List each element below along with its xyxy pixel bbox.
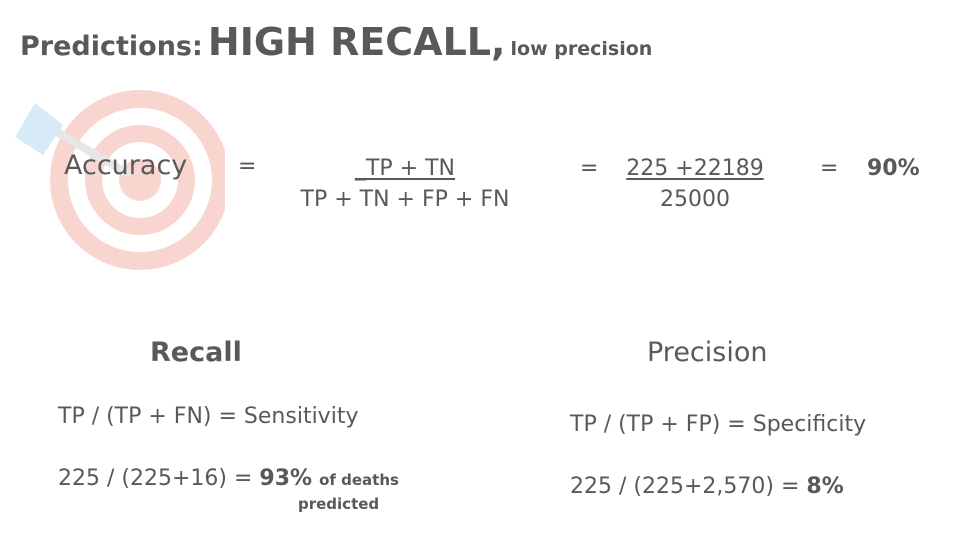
accuracy-result: 90%: [867, 156, 920, 181]
target-with-arrow-icon: [15, 90, 225, 270]
accuracy-equals-2: =: [580, 156, 599, 181]
accuracy-numerator: _TP + TN: [354, 156, 456, 181]
accuracy-value-fraction: 225 +22189 25000: [620, 156, 770, 212]
recall-calc-line: 225 / (225+16) = 93% of deaths: [58, 466, 399, 491]
precision-calc-line: 225 / (225+2,570) = 8%: [570, 474, 844, 499]
accuracy-label: Accuracy: [64, 150, 188, 181]
accuracy-denominator: TP + TN + FP + FN: [300, 187, 510, 212]
recall-calc: 225 / (225+16) =: [58, 466, 253, 491]
recall-result: 93%: [259, 466, 313, 491]
precision-formula: TP / (TP + FP) = Specificity: [570, 412, 867, 437]
title-suffix: low precision: [510, 38, 653, 60]
accuracy-fraction: _TP + TN TP + TN + FP + FN: [290, 156, 520, 212]
page-title: Predictions: HIGH RECALL, low precision: [20, 20, 652, 64]
accuracy-equals-3: =: [820, 156, 839, 181]
precision-calc: 225 / (225+2,570) =: [570, 474, 800, 499]
title-main: HIGH RECALL,: [207, 20, 506, 64]
recall-note-line2: predicted: [298, 495, 380, 513]
precision-result: 8%: [806, 474, 844, 499]
recall-heading: Recall: [150, 337, 242, 368]
accuracy-value-denominator: 25000: [660, 187, 730, 212]
title-prefix: Predictions:: [20, 31, 203, 62]
accuracy-equals-1: =: [238, 154, 257, 179]
precision-heading: Precision: [647, 337, 768, 368]
recall-note-line1: of deaths: [319, 471, 399, 489]
accuracy-value-numerator: 225 +22189: [626, 156, 764, 181]
recall-formula: TP / (TP + FN) = Sensitivity: [58, 404, 359, 429]
